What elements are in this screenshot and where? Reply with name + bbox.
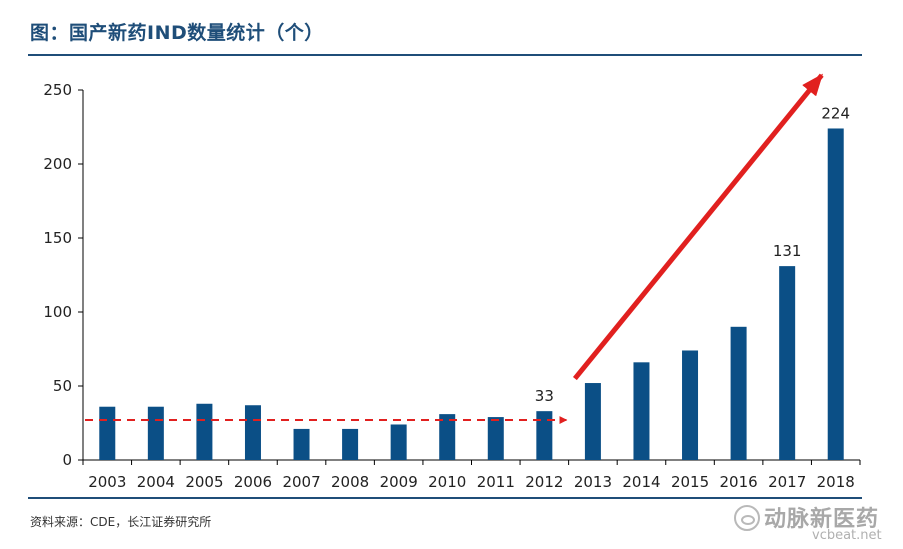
data-label-2017: 131 xyxy=(773,242,802,260)
growth-trend-arrow xyxy=(572,73,824,381)
x-axis-ticks: 2003 2004 2005 2006 2007 2008 2009 2010 2011 2012… xyxy=(82,460,861,491)
x-tick-label: 2007 xyxy=(282,473,320,491)
bar-2015 xyxy=(682,350,699,460)
bar-2016 xyxy=(730,326,747,460)
bar-chart: 0 50 100 150 200 250 2003 2004 2005 2006 2007 2008… xyxy=(43,73,861,491)
bar-2004 xyxy=(147,406,164,460)
watermark: 动脉新医药 vcbeat.net xyxy=(734,498,903,548)
x-tick-label: 2009 xyxy=(380,473,418,491)
source-note: 资料来源：CDE，长江证券研究所 xyxy=(30,515,212,529)
bar-2005 xyxy=(196,403,213,460)
bar-2018 xyxy=(827,128,844,461)
x-tick-label: 2006 xyxy=(234,473,272,491)
watermark-site: vcbeat.net xyxy=(812,528,882,543)
y-tick-label: 50 xyxy=(53,377,72,395)
bars xyxy=(99,128,844,461)
bar-2014 xyxy=(633,362,650,460)
title-divider xyxy=(28,54,862,56)
x-tick-label: 2011 xyxy=(477,473,515,491)
x-tick-label: 2013 xyxy=(574,473,612,491)
x-tick-label: 2005 xyxy=(185,473,223,491)
bar-2003 xyxy=(99,406,116,460)
chart-title: 图：国产新药IND数量统计（个） xyxy=(30,22,324,44)
bar-2007 xyxy=(293,428,310,460)
bar-2009 xyxy=(390,424,407,460)
y-tick-label: 0 xyxy=(62,451,72,469)
y-tick-label: 100 xyxy=(43,303,72,321)
bar-2011 xyxy=(487,417,504,460)
bar-2017 xyxy=(779,266,796,460)
x-tick-label: 2018 xyxy=(817,473,855,491)
x-tick-label: 2017 xyxy=(768,473,806,491)
y-tick-label: 250 xyxy=(43,81,72,99)
x-tick-label: 2015 xyxy=(671,473,709,491)
x-tick-label: 2008 xyxy=(331,473,369,491)
data-labels: 33 131 224 xyxy=(535,104,850,405)
x-tick-label: 2012 xyxy=(525,473,563,491)
y-tick-label: 150 xyxy=(43,229,72,247)
data-label-2012: 33 xyxy=(535,387,554,405)
x-tick-label: 2010 xyxy=(428,473,466,491)
watermark-name: 动脉新医药 xyxy=(764,507,880,532)
bar-2012 xyxy=(536,411,553,460)
footer-divider xyxy=(28,497,862,499)
x-tick-label: 2004 xyxy=(137,473,175,491)
y-tick-label: 200 xyxy=(43,155,72,173)
bar-2013 xyxy=(584,383,601,460)
x-tick-label: 2014 xyxy=(622,473,660,491)
x-tick-label: 2016 xyxy=(720,473,758,491)
x-tick-label: 2003 xyxy=(88,473,126,491)
data-label-2018: 224 xyxy=(821,104,850,122)
trend-arrows xyxy=(85,73,824,425)
bar-2010 xyxy=(439,414,456,460)
bar-2006 xyxy=(244,405,261,460)
wechat-logo-icon xyxy=(734,505,760,531)
y-axis-ticks: 0 50 100 150 200 250 xyxy=(43,81,83,469)
bar-2008 xyxy=(342,428,359,460)
